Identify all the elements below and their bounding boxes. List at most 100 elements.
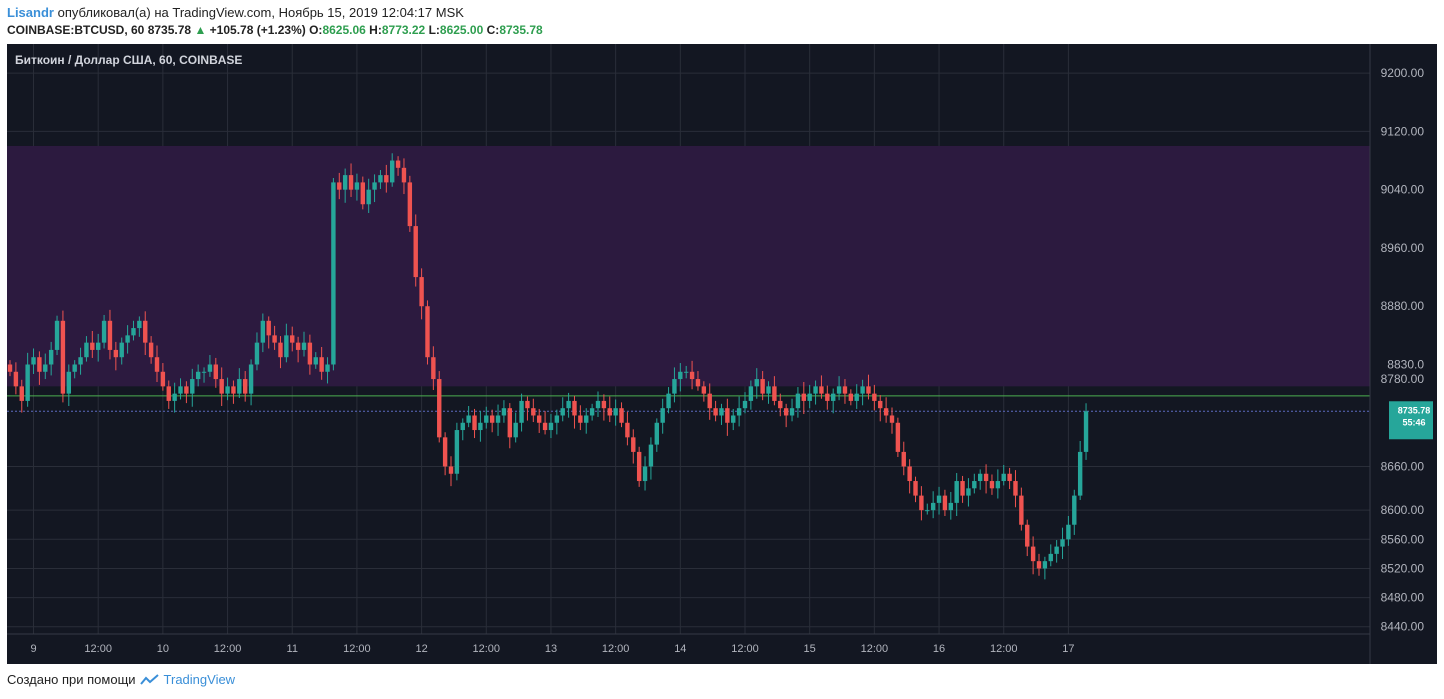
y-tick-label: 8780.00 xyxy=(1381,372,1425,386)
candlestick-chart[interactable]: 9200.00 9120.00 9040.00 8960.00 8880.00 8830.… xyxy=(0,44,1444,664)
candle-body xyxy=(407,182,413,227)
candle-body xyxy=(137,320,142,329)
candle-body xyxy=(754,379,759,387)
close-value: 8735.78 xyxy=(499,23,543,37)
resistance-zone xyxy=(7,145,1370,387)
chart-area[interactable]: 9200.00 9120.00 9040.00 8960.00 8880.00 8830.… xyxy=(0,44,1444,664)
candle-body xyxy=(983,473,989,482)
current-price-label: 8735.78 xyxy=(1398,405,1431,415)
candle-body xyxy=(31,357,36,365)
published-text: опубликовал(а) на TradingView.com, Ноябр… xyxy=(57,5,464,20)
candle-body xyxy=(96,342,101,350)
candle-body xyxy=(378,175,383,183)
candle-body xyxy=(789,408,795,416)
candle-body xyxy=(695,379,701,387)
y-tick-label: 8440.00 xyxy=(1381,620,1425,634)
candle-body xyxy=(178,386,183,394)
x-tick-label: 12:00 xyxy=(473,643,501,655)
x-tick-label: 12:00 xyxy=(602,643,630,655)
candle-body xyxy=(143,320,148,343)
candle-body xyxy=(225,386,230,394)
candle-body xyxy=(248,364,254,394)
candle-body xyxy=(719,408,724,416)
candle-body xyxy=(448,466,454,474)
candle-body xyxy=(948,502,953,511)
candle-body xyxy=(831,393,836,401)
candle-body xyxy=(807,393,812,401)
open-value: 8625.06 xyxy=(322,23,366,37)
candle-body xyxy=(560,408,565,416)
candle-body xyxy=(531,408,536,416)
candle-body xyxy=(1072,495,1077,525)
candle-body xyxy=(607,408,612,416)
candle-body xyxy=(195,371,201,380)
candle-body xyxy=(613,408,618,416)
high-label: H: xyxy=(369,23,382,37)
candle-body xyxy=(495,415,501,423)
candle-body xyxy=(854,393,859,401)
candle-body xyxy=(166,386,171,401)
candle-body xyxy=(184,386,189,394)
x-tick-label: 14 xyxy=(674,643,686,655)
x-tick-label: 12:00 xyxy=(343,643,371,655)
candle-body xyxy=(360,182,365,205)
candle-body xyxy=(148,342,154,358)
candle-body xyxy=(260,320,266,343)
x-tick-label: 12:00 xyxy=(214,643,242,655)
tradingview-link[interactable]: TradingView xyxy=(163,672,236,687)
candle-body xyxy=(537,415,542,423)
candle-body xyxy=(1036,561,1042,569)
author-link[interactable]: Lisandr xyxy=(7,5,54,20)
y-axis-ticks: 9200.00 9120.00 9040.00 8960.00 8880.00 8830.… xyxy=(1381,66,1425,634)
candle-body xyxy=(460,422,465,431)
candle-body xyxy=(860,386,865,394)
candle-body xyxy=(384,175,389,183)
candle-body xyxy=(107,320,113,350)
candle-body xyxy=(960,481,965,496)
x-tick-label: 15 xyxy=(804,643,816,655)
publish-line: Lisandr опубликовал(а) на TradingView.co… xyxy=(7,5,464,20)
candle-body xyxy=(842,386,848,394)
candle-body xyxy=(190,379,195,394)
candle-body xyxy=(466,415,471,423)
countdown-label: 55:46 xyxy=(1402,417,1425,427)
candle-body xyxy=(601,400,607,409)
candle-body xyxy=(936,495,942,503)
candle-body xyxy=(760,379,765,394)
change-value: +105.78 (+1.23%) xyxy=(209,23,306,37)
x-axis-ticks: 9 12:00 10 12:00 11 12:00 12 12:00 13 12:00 14 12:0… xyxy=(30,643,1074,655)
footer: Создано при помощи TradingView xyxy=(7,672,235,687)
y-tick-label: 9040.00 xyxy=(1381,183,1425,197)
candle-body xyxy=(995,481,1001,489)
x-tick-label: 12:00 xyxy=(990,643,1018,655)
candle-body xyxy=(484,415,489,423)
candle-body xyxy=(736,408,742,416)
candle-body xyxy=(625,422,630,438)
candle-body xyxy=(1030,546,1036,562)
candle-body xyxy=(642,466,648,482)
y-tick-label: 8560.00 xyxy=(1381,532,1425,546)
candle-body xyxy=(930,502,936,511)
candle-body xyxy=(66,371,71,394)
current-price-box: 8735.78 55:46 xyxy=(1389,401,1433,440)
candle-body xyxy=(372,182,377,190)
y-tick-label: 8520.00 xyxy=(1381,561,1425,575)
candle-body xyxy=(401,167,407,183)
y-tick-label: 8830.0 xyxy=(1387,357,1424,371)
candle-body xyxy=(437,379,442,438)
candle-body xyxy=(801,393,806,401)
candle-body xyxy=(1001,473,1006,482)
candle-body xyxy=(619,408,624,423)
low-label: L: xyxy=(428,23,440,37)
x-tick-label: 12:00 xyxy=(861,643,889,655)
candle-body xyxy=(883,408,889,416)
symbol-label: COINBASE:BTCUSD, 60 xyxy=(7,23,145,37)
candle-body xyxy=(954,481,959,503)
candle-body xyxy=(325,364,330,372)
candle-body xyxy=(231,386,236,394)
candle-body xyxy=(101,320,107,343)
candle-body xyxy=(889,415,895,423)
candle-body xyxy=(43,364,48,372)
candle-body xyxy=(578,415,583,423)
candle-body xyxy=(566,400,571,409)
